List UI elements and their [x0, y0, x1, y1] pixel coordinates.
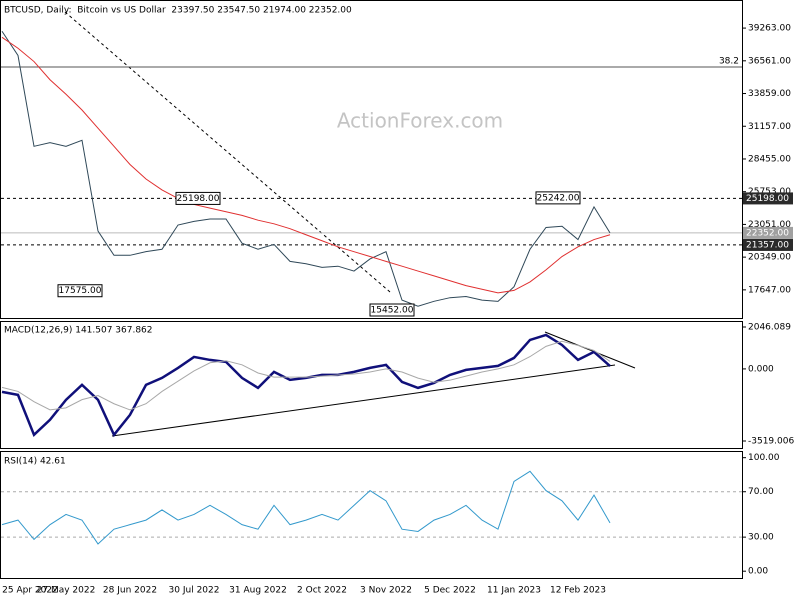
x-tick-label: 2 Oct 2022 — [297, 586, 347, 596]
annotation-label: 25242.00 — [537, 193, 580, 203]
series-line — [1, 340, 611, 411]
macd-panel — [0, 321, 743, 449]
x-tick-label: 27 May 2022 — [37, 586, 96, 596]
y-tick-label: 20349.00 — [748, 253, 791, 263]
x-tick-label: 3 Nov 2022 — [360, 586, 412, 596]
series-line — [1, 333, 611, 438]
level-label-box — [743, 238, 793, 251]
annotation-box — [369, 303, 415, 317]
level-label: 25198.00 — [746, 194, 789, 204]
y-tick-label: 0.00 — [748, 567, 768, 577]
price-panel — [0, 0, 743, 319]
annotation-box — [57, 284, 103, 298]
y-tick-label: 0.000 — [748, 364, 774, 374]
annotation-label: 17575.00 — [59, 286, 102, 296]
macd-trend-line — [544, 331, 636, 369]
y-tick-label: 30.00 — [748, 533, 774, 543]
series-line — [1, 36, 611, 294]
annotation-label: 25198.00 — [177, 194, 220, 204]
y-tick-label: 100.00 — [748, 453, 780, 463]
y-tick-label: 39263.00 — [748, 24, 791, 34]
annotation-label: 15452.00 — [371, 306, 414, 316]
last-price-box — [743, 226, 793, 239]
last-price-label: 22352.00 — [746, 228, 789, 238]
chart-title: BTCUSD, Daily: Bitcoin vs US Dollar 2339… — [4, 6, 352, 16]
x-tick-label: 25 Apr 2022 — [2, 586, 58, 596]
x-tick-label: 30 Jul 2022 — [169, 586, 220, 596]
x-tick-label: 5 Dec 2022 — [424, 586, 476, 596]
level-label: 21357.00 — [746, 240, 789, 250]
panel-title: MACD(12,26,9) 141.507 367.862 — [4, 326, 153, 336]
x-tick-label: 28 Jun 2022 — [103, 586, 157, 596]
y-tick-label: -3519.006 — [748, 436, 794, 446]
y-tick-label: 36561.00 — [748, 56, 791, 66]
watermark: ActionForex.com — [337, 109, 503, 133]
y-tick-label: 2046.089 — [748, 322, 791, 332]
y-tick-label: 17647.00 — [748, 285, 791, 295]
annotation-box — [175, 191, 221, 205]
annotation-box — [535, 191, 581, 205]
series-line — [1, 470, 611, 545]
y-tick-label: 28455.00 — [748, 154, 791, 164]
fib-label: 38.2 — [719, 56, 739, 66]
y-tick-label: 31157.00 — [748, 122, 791, 132]
macd-trend-line — [111, 364, 616, 437]
y-tick-label: 25753.00 — [748, 187, 791, 197]
level-label-box — [743, 192, 793, 205]
y-tick-label: 33859.00 — [748, 89, 791, 99]
x-tick-label: 12 Feb 2023 — [550, 586, 606, 596]
y-tick-label: 70.00 — [748, 487, 774, 497]
x-tick-label: 11 Jan 2023 — [487, 586, 541, 596]
x-tick-label: 31 Aug 2022 — [229, 586, 287, 596]
rsi-panel — [0, 451, 743, 579]
y-tick-label: 23051.00 — [748, 220, 791, 230]
panel-title: RSI(14) 42.61 — [4, 457, 66, 467]
